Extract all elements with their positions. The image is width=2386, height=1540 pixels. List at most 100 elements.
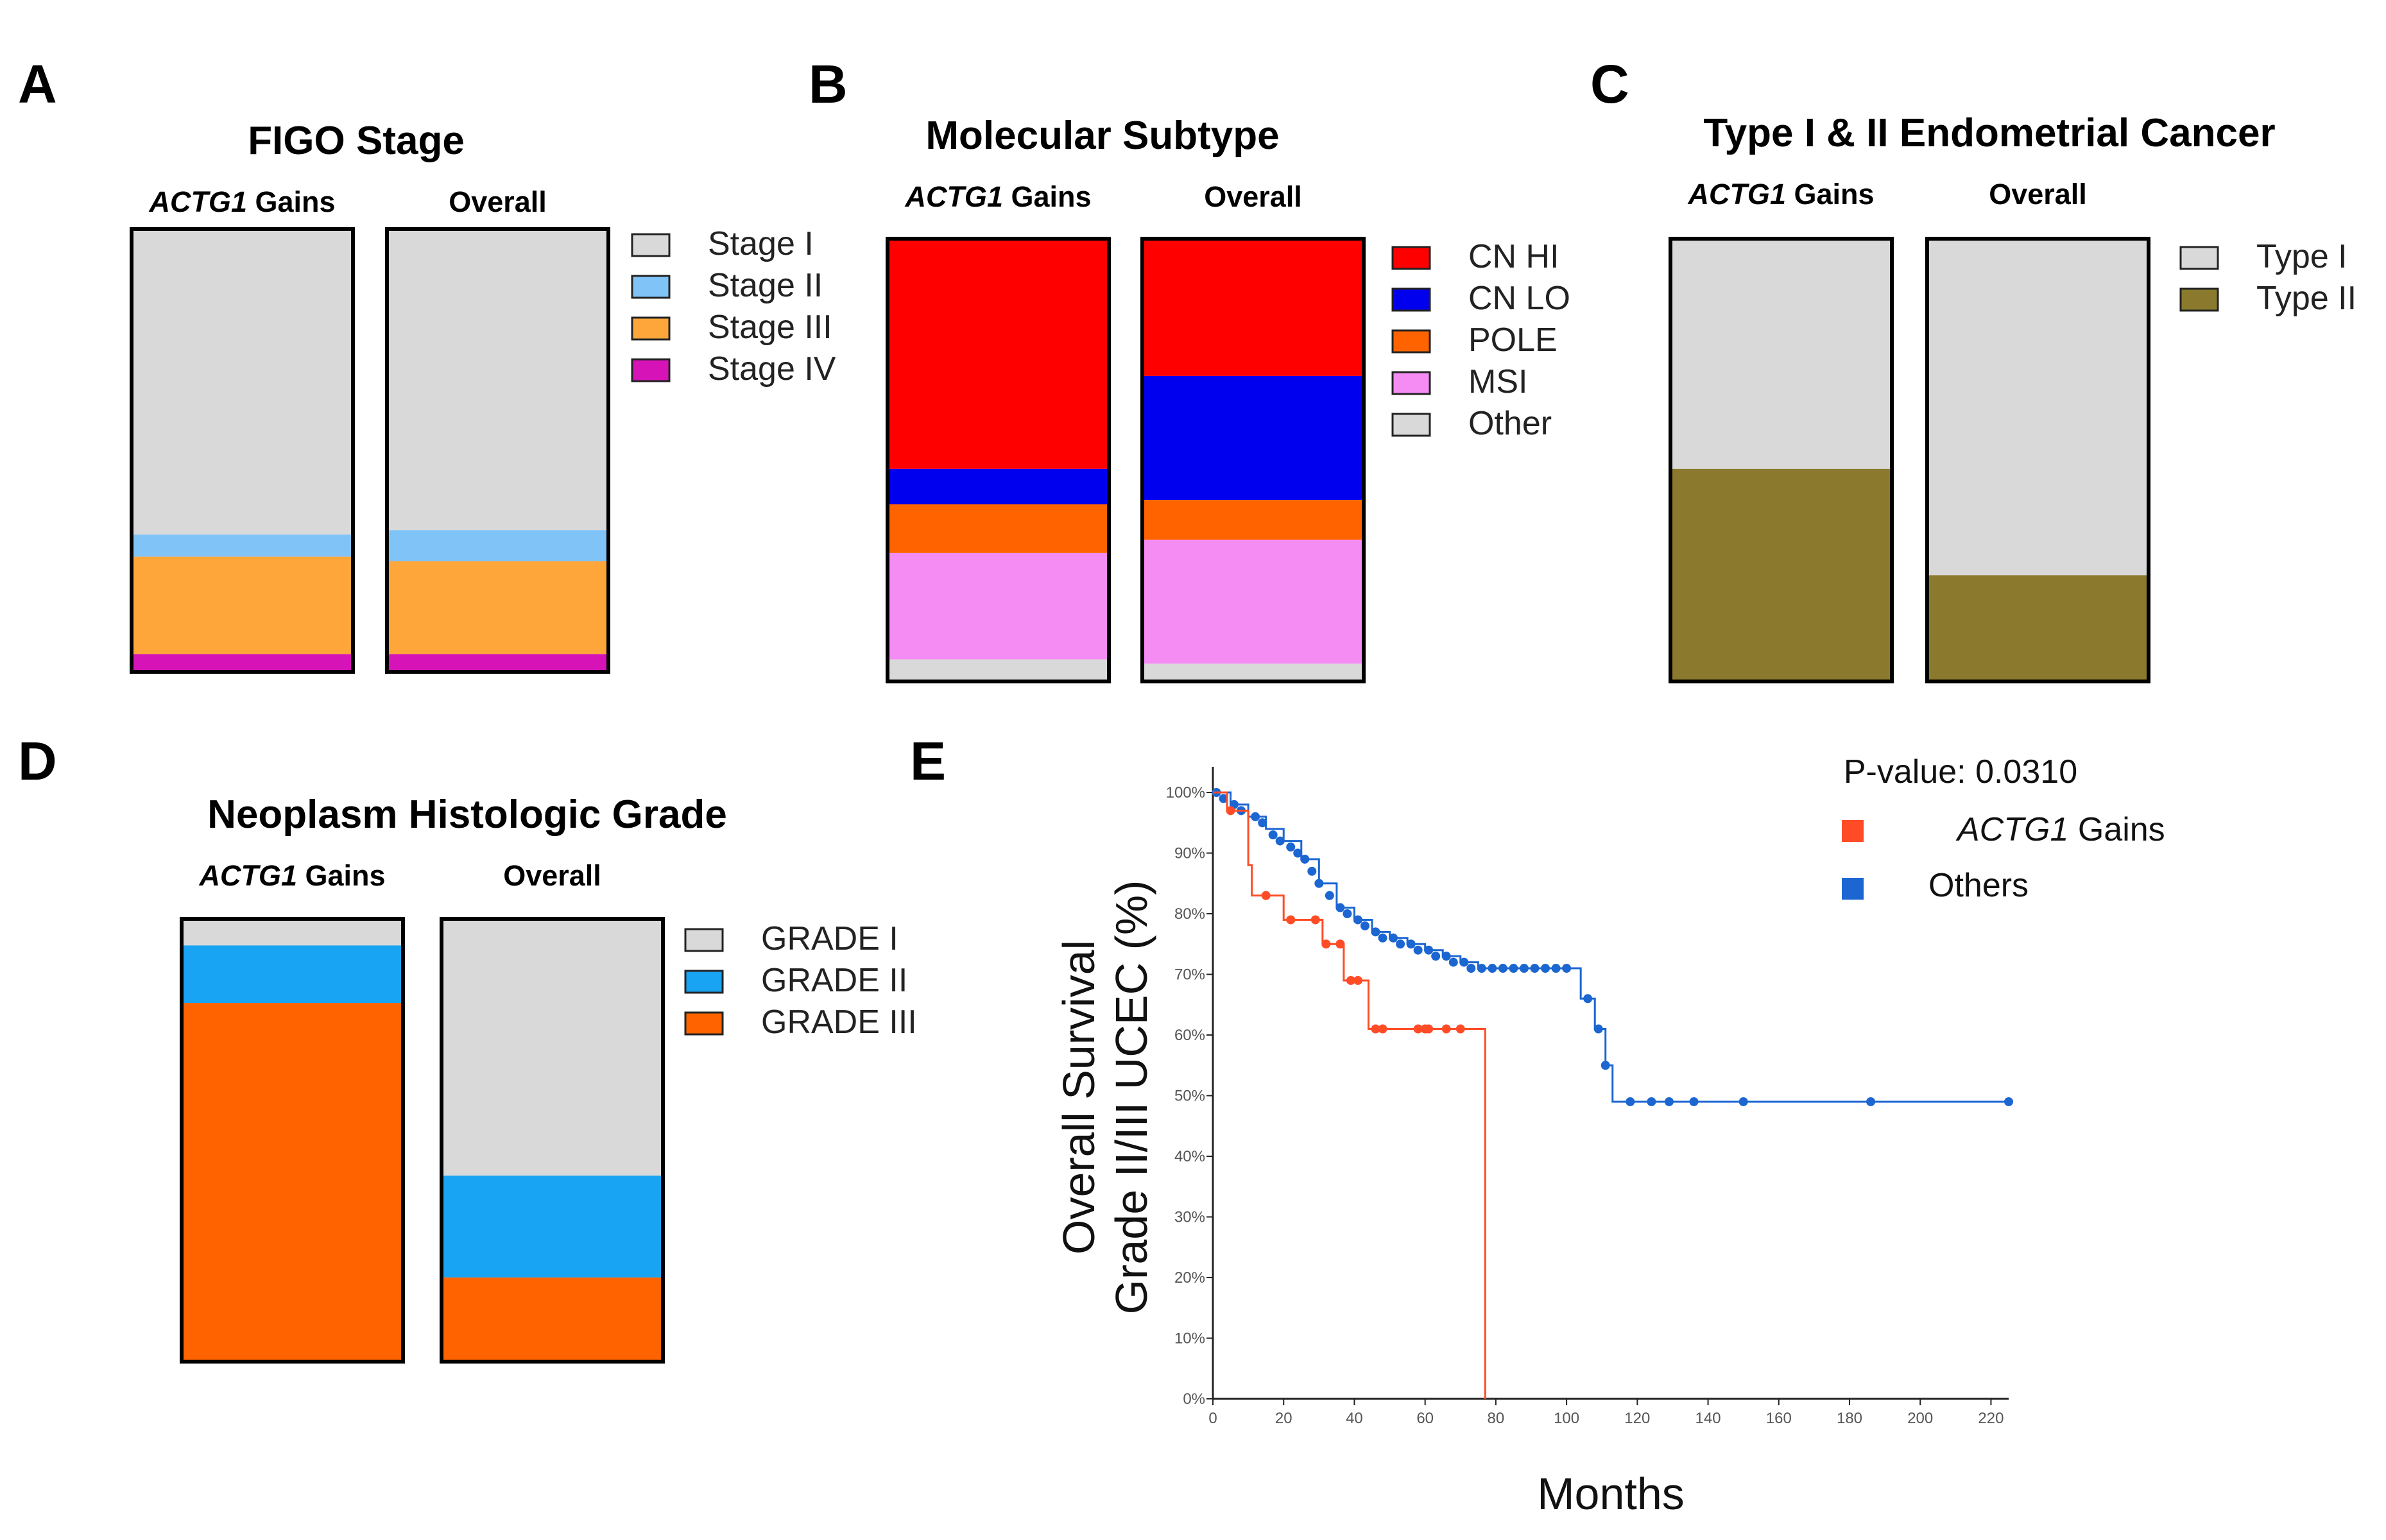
censor-mark [1346, 975, 1355, 985]
bar-segment-msi [888, 552, 1109, 660]
x-tick-label: 120 [1624, 1410, 1650, 1427]
column-header-text: Gains [247, 185, 336, 218]
censor-mark [1488, 964, 1497, 973]
censor-mark [1601, 1061, 1610, 1070]
censor-mark [1396, 939, 1405, 949]
censor-mark [1455, 1024, 1465, 1034]
x-tick-label: 220 [1978, 1410, 2004, 1427]
censor-mark [1360, 921, 1369, 930]
censor-mark [1441, 1024, 1451, 1034]
legend-label: GRADE III [761, 1004, 917, 1041]
column-header-italic: ACTG1 [198, 859, 297, 892]
legend-swatch [684, 1011, 724, 1036]
censor-mark [1626, 1097, 1635, 1106]
censor-mark [1335, 903, 1345, 912]
x-tick-label: 0 [1208, 1410, 1217, 1427]
panel-letter: C [1590, 54, 1629, 114]
bar-segment-stage-iii [132, 556, 353, 654]
censor-mark [1406, 939, 1416, 949]
censor-mark [1441, 952, 1451, 961]
y-tick-label: 70% [1174, 966, 1205, 984]
column-header-text: Gains [1003, 180, 1092, 213]
legend-swatch [631, 316, 671, 341]
censor-mark [1562, 964, 1572, 973]
panel-letter: B [809, 54, 848, 114]
chart-title: Neoplasm Histologic Grade [207, 792, 727, 837]
censor-mark [1477, 964, 1486, 973]
column-header-0: ACTG1 Gains [198, 859, 385, 892]
column-header-text: Overall [503, 859, 601, 892]
y-tick-label: 0% [1183, 1390, 1205, 1408]
bar-segment-stage-iv [387, 654, 608, 672]
bar-frame [1140, 237, 1366, 683]
censor-mark [1551, 964, 1561, 973]
censor-mark [1371, 927, 1380, 937]
bar-segment-type-ii [1670, 468, 1892, 681]
y-tick-label: 80% [1174, 905, 1205, 923]
censor-mark [1343, 909, 1352, 918]
y-tick-label: 90% [1174, 845, 1205, 862]
x-tick-label: 20 [1275, 1410, 1292, 1427]
chart-title: Type I & II Endometrial Cancer [1703, 111, 2275, 155]
legend-label: Type II [2256, 280, 2356, 317]
censor-mark [1353, 975, 1362, 985]
censor-mark [1583, 994, 1593, 1004]
legend-label-text: Gains [2068, 811, 2165, 848]
panel-letter: A [18, 54, 57, 114]
censor-mark [1448, 957, 1458, 967]
legend-swatch [684, 970, 724, 994]
column-header-0: ACTG1 Gains [1687, 178, 1874, 210]
column-header-1: Overall [449, 185, 547, 218]
legend-label: CN LO [1468, 280, 1570, 317]
censor-mark [1424, 1024, 1434, 1034]
x-tick-label: 40 [1346, 1410, 1363, 1427]
censor-mark [1314, 878, 1324, 888]
censor-mark [1424, 945, 1434, 955]
censor-mark [1275, 836, 1285, 846]
x-axis-label: Months [1537, 1469, 1685, 1519]
bar-segment-stage-ii [387, 530, 608, 561]
censor-mark [1321, 939, 1331, 949]
bar-segment-type-ii [1927, 575, 2149, 681]
column-header-0: ACTG1 Gains [904, 180, 1091, 213]
y-tick-label: 20% [1174, 1269, 1205, 1287]
bar-segment-grade-ii [182, 945, 403, 1004]
y-axis-label-line2: Grade II/III UCEC (%) [1106, 880, 1156, 1315]
legend-label: POLE [1468, 321, 1558, 359]
legend-label: Other [1468, 405, 1552, 442]
bar-frame [130, 227, 355, 674]
bar-segment-cn-hi [888, 239, 1109, 469]
column-header-text: Overall [449, 185, 547, 218]
censor-mark [1389, 933, 1398, 943]
legend-swatch [1842, 820, 1864, 842]
legend-swatch [1842, 878, 1864, 900]
legend-label: CN HI [1468, 238, 1559, 275]
censor-mark [1541, 964, 1550, 973]
legend-label: Type I [2256, 238, 2347, 275]
bar-segment-other [1142, 663, 1364, 681]
censor-mark [1378, 1024, 1387, 1034]
censor-mark [1431, 952, 1441, 961]
panel-e-survival-curve: E 0% 10% 20% 30% 40% 50% 60% 70% 80% 90% 100% 0 20 40 6… [910, 731, 2165, 1519]
legend-swatch [631, 275, 671, 299]
censor-mark [2004, 1097, 2013, 1106]
bar-frame [440, 917, 665, 1364]
legend-label: MSI [1468, 363, 1527, 400]
y-axis-label-line1: Overall Survival [1054, 940, 1104, 1254]
y-tick-label: 100% [1166, 784, 1205, 801]
column-header-1: Overall [1204, 180, 1302, 213]
legend-swatch [1391, 246, 1431, 270]
censor-mark [1647, 1097, 1656, 1106]
p-value-text: P-value: 0.0310 [1844, 753, 2077, 791]
y-tick-label: 60% [1174, 1027, 1205, 1044]
bar-frame [1669, 237, 1894, 683]
bar-segment-cn-lo [888, 468, 1109, 504]
legend-label: Stage IV [708, 350, 836, 388]
censor-mark [1519, 964, 1529, 973]
censor-mark [1325, 891, 1334, 900]
bar-segment-other [888, 659, 1109, 681]
column-header-1: Overall [503, 859, 601, 892]
censor-mark [1378, 933, 1387, 943]
censor-mark [1286, 915, 1296, 925]
